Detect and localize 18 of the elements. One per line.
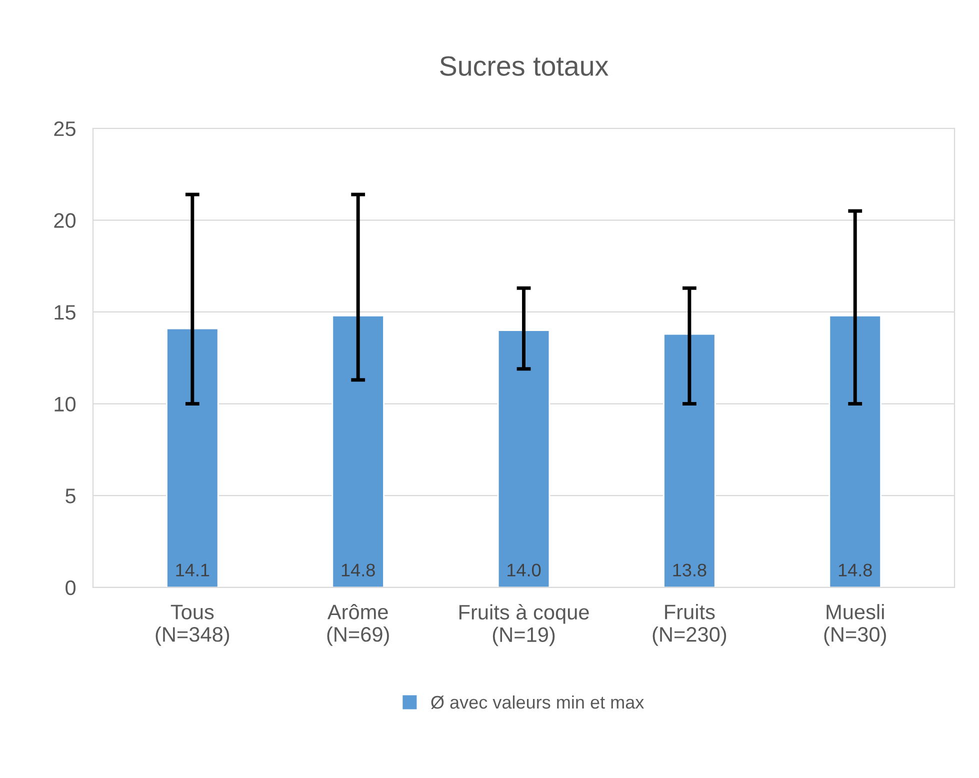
data-label: 14.1 bbox=[176, 564, 210, 576]
chart-title: Sucres totaux bbox=[440, 56, 608, 76]
x-tick-label: Fruits (N=230) bbox=[652, 604, 726, 646]
y-tick-label: 5 bbox=[66, 488, 76, 504]
y-tick-label: 20 bbox=[54, 213, 76, 228]
x-tick-label: Muesli (N=30) bbox=[824, 604, 886, 646]
x-tick-label: Tous (N=348) bbox=[156, 604, 230, 646]
y-tick-label: 10 bbox=[54, 396, 76, 412]
data-label: 14.0 bbox=[508, 564, 541, 576]
legend-label: Ø avec valeurs min et max bbox=[431, 695, 644, 709]
data-label: 14.8 bbox=[838, 564, 872, 576]
y-tick-label: 0 bbox=[66, 580, 76, 596]
x-tick-label: Fruits à coque (N=19) bbox=[459, 604, 589, 646]
data-label: 14.8 bbox=[342, 564, 375, 576]
y-tick-label: 25 bbox=[54, 121, 76, 136]
data-label: 13.8 bbox=[673, 564, 706, 576]
x-tick-label: Arôme (N=69) bbox=[327, 604, 389, 646]
y-tick-label: 15 bbox=[54, 305, 76, 320]
